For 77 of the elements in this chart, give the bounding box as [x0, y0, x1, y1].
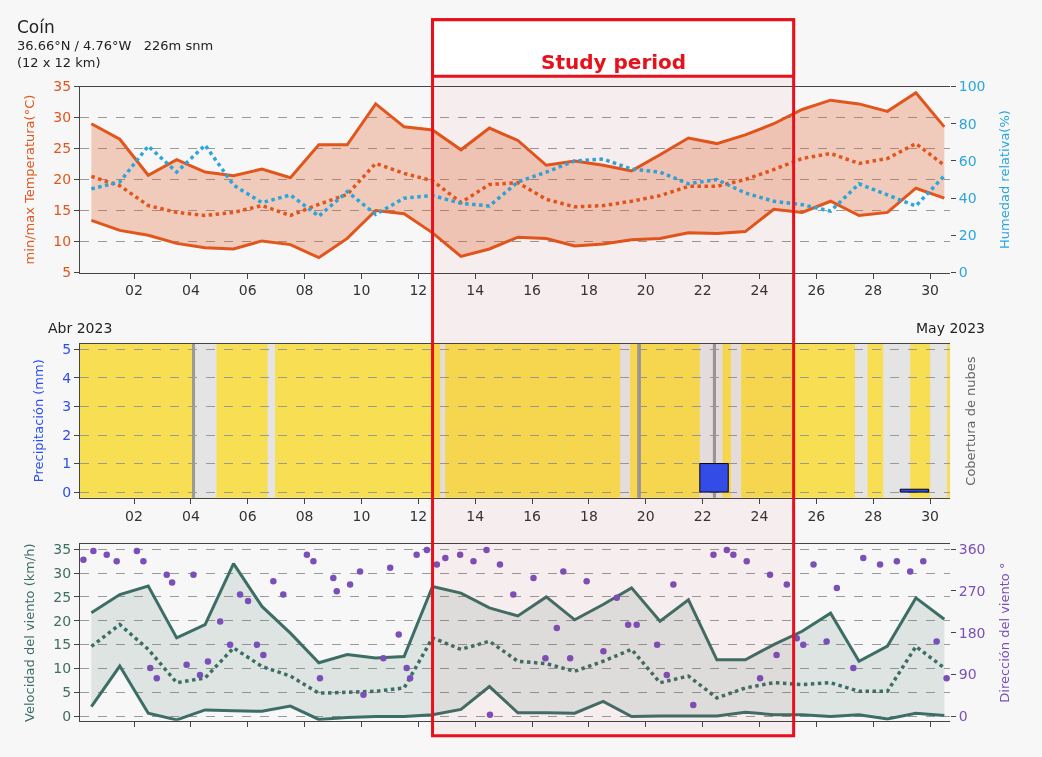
y-tick-label: 2 [62, 426, 72, 443]
y-axis-title: Velocidad del viento (km/h) [22, 543, 38, 722]
y-tick-label: 5 [62, 684, 72, 701]
x-tick-label: 06 [238, 282, 257, 299]
x-tick-label: 10 [352, 282, 371, 299]
y-tick-label: 20 [53, 171, 72, 188]
y-tick-label: 0 [62, 707, 72, 724]
y-tick-label: 5 [62, 264, 72, 281]
x-tick-label: 04 [181, 282, 200, 299]
y-tick-label: 35 [53, 78, 72, 95]
x-tick-label: 12 [409, 507, 428, 524]
x-tick-label: 20 [636, 282, 655, 299]
y2-tick-label: 180 [958, 624, 986, 641]
y-tick-label: 25 [53, 140, 72, 157]
y2-tick-label: 90 [958, 666, 977, 683]
y2-axis-title: Dirección del viento ° [997, 562, 1013, 703]
x-tick-label: 18 [580, 507, 598, 524]
x-tick-label: 28 [864, 507, 883, 524]
y2-axis-title: Cobertura de nubes [963, 356, 979, 486]
x-tick-label: 18 [580, 282, 598, 299]
x-tick-label: 10 [352, 507, 371, 524]
chart-title: Coín [17, 17, 55, 37]
y-tick-label: 15 [53, 202, 72, 219]
y-tick-label: 10 [53, 233, 72, 250]
x-tick-label: 14 [466, 507, 485, 524]
y2-tick-label: 60 [958, 152, 977, 169]
x-tick-label: 14 [466, 282, 485, 299]
x-tick-label: 24 [750, 507, 769, 524]
y-tick-label: 0 [62, 483, 72, 500]
x-tick-label: 08 [295, 507, 314, 524]
y-tick-label: 25 [53, 588, 72, 605]
y-axis-title: Precipitación (mm) [31, 359, 47, 483]
x-tick-label: 20 [636, 507, 655, 524]
x-tick-label: 24 [750, 282, 769, 299]
y-tick-label: 10 [53, 660, 72, 677]
y-tick-label: 1 [62, 455, 72, 472]
y-tick-label: 30 [53, 564, 72, 581]
y2-axis-title: Humedad relativa(%) [997, 110, 1013, 249]
y-tick-label: 30 [53, 109, 72, 126]
y2-tick-label: 80 [958, 115, 977, 132]
y2-tick-label: 100 [958, 78, 986, 95]
x-tick-label: 12 [409, 282, 428, 299]
x-tick-label: 22 [693, 282, 712, 299]
y-tick-label: 5 [62, 341, 72, 358]
x-tick-label: 06 [238, 507, 257, 524]
x-tick-label: 16 [523, 507, 542, 524]
text: Abr 2023 [48, 320, 113, 336]
line-series [89, 664, 946, 721]
line-series [89, 91, 946, 180]
line-series [89, 562, 946, 665]
x-tick-label: 22 [693, 507, 712, 524]
y-tick-label: 35 [53, 541, 72, 558]
y2-tick-label: 0 [958, 708, 968, 725]
x-tick-label: 16 [523, 282, 542, 299]
y-tick-label: 4 [62, 369, 72, 386]
x-tick-label: 02 [125, 282, 143, 299]
x-tick-label: 26 [807, 507, 826, 524]
y2-tick-label: 0 [958, 264, 968, 281]
y2-tick-label: 360 [958, 541, 986, 558]
y-tick-label: 20 [53, 612, 72, 629]
line-series [89, 186, 946, 260]
text: May 2023 [916, 320, 986, 336]
x-tick-label: 02 [125, 507, 143, 524]
x-tick-label: 26 [807, 282, 826, 299]
x-tick-label: 28 [864, 282, 883, 299]
y-tick-label: 15 [53, 636, 72, 653]
y-axis-title: min/max Temperatura(°C) [22, 94, 38, 265]
x-tick-label: 30 [921, 282, 940, 299]
band-label: Study period [541, 50, 687, 74]
y2-tick-label: 40 [958, 190, 977, 207]
x-tick-label: 04 [181, 507, 200, 524]
y-tick-label: 3 [62, 398, 72, 415]
x-tick-label: 30 [921, 507, 940, 524]
chart-subtitle: 36.66°N / 4.76°W 226m snm (12 x 12 km) [17, 38, 214, 70]
y2-tick-label: 20 [958, 227, 977, 244]
x-tick-label: 08 [295, 282, 314, 299]
y2-tick-label: 270 [958, 582, 986, 599]
